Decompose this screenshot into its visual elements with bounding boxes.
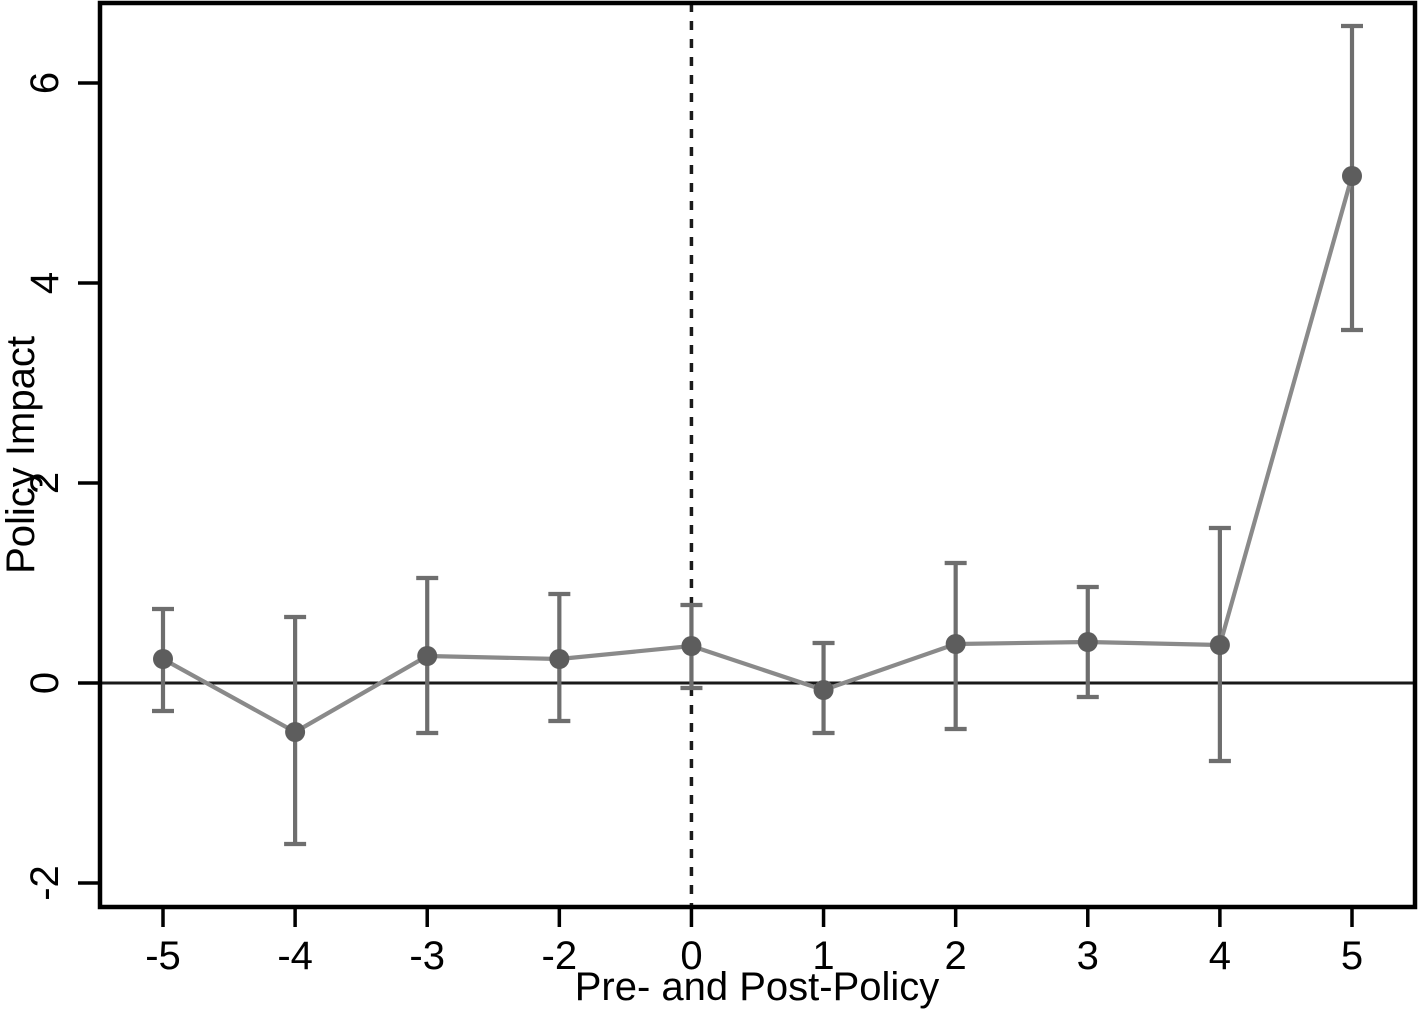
x-tick-label: -4 <box>277 934 313 978</box>
y-axis-title: Policy Impact <box>0 336 43 574</box>
y-tick-label: 2 <box>23 472 67 494</box>
data-point-marker <box>1342 166 1362 186</box>
x-tick-label: 3 <box>1077 934 1099 978</box>
x-tick-label: 0 <box>680 934 702 978</box>
data-point-marker <box>1209 635 1230 655</box>
x-tick-label: 2 <box>945 934 967 978</box>
data-point-marker <box>945 634 966 654</box>
data-point-marker <box>813 680 834 700</box>
data-point-marker <box>549 649 570 669</box>
data-point-marker <box>681 636 702 656</box>
tick-labels-layer: -2 0 2 4 6 -5 -4 -3 -2 0 1 2 3 4 5 <box>23 72 1363 978</box>
series-line <box>161 175 1355 735</box>
y-tick-label: 6 <box>23 72 67 94</box>
reference-lines-layer <box>100 3 1415 907</box>
series-layer <box>152 23 1363 847</box>
x-tick-label: -5 <box>145 934 181 978</box>
x-tick-label: -2 <box>542 934 578 978</box>
y-tick-label: -2 <box>23 865 67 901</box>
plot-frame <box>97 0 1418 910</box>
y-tick-label: 0 <box>23 672 67 694</box>
axes-layer <box>78 0 1418 927</box>
data-point-marker <box>1077 632 1098 652</box>
data-point-marker <box>153 649 173 669</box>
x-axis-title: Pre- and Post-Policy <box>575 965 940 1009</box>
x-tick-label: 1 <box>812 934 834 978</box>
data-point-marker <box>417 646 438 666</box>
y-tick-label: 4 <box>23 272 67 294</box>
x-tick-label: 5 <box>1341 934 1363 978</box>
x-tick-label: 4 <box>1209 934 1231 978</box>
data-point-marker <box>285 722 306 742</box>
x-tick-label: -3 <box>409 934 445 978</box>
